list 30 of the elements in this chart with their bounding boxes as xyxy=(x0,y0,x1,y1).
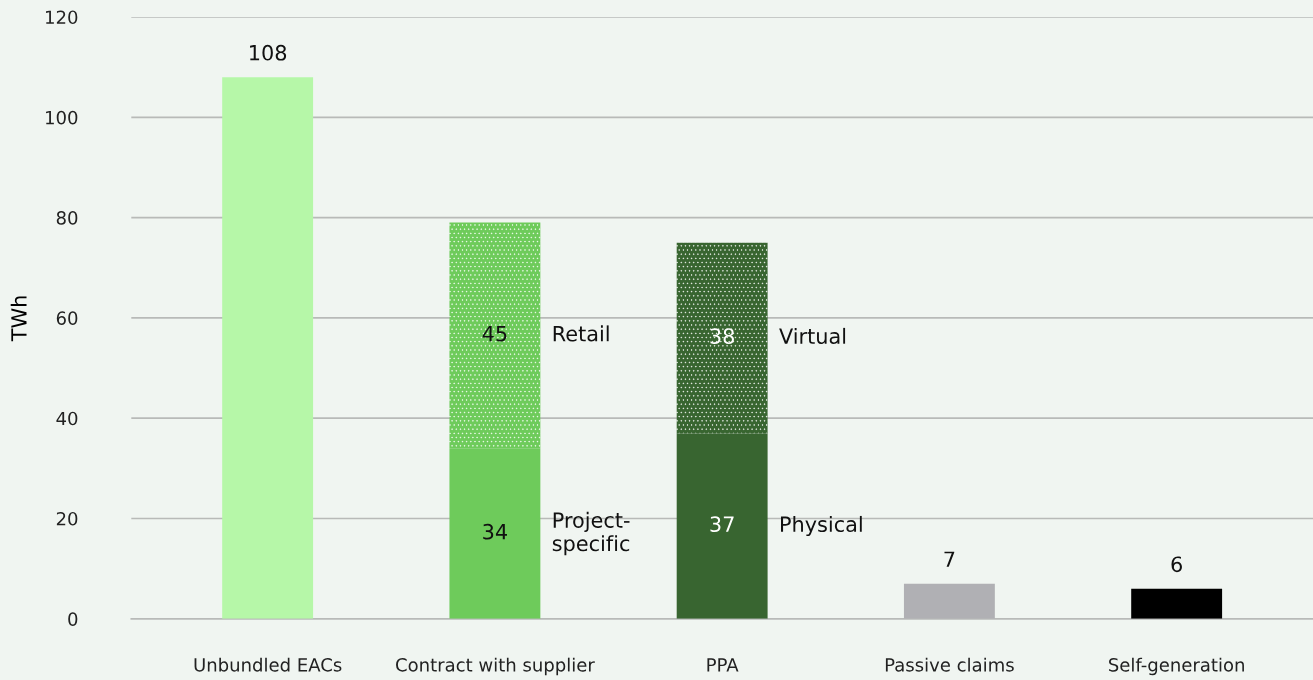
series-label: Retail xyxy=(553,325,609,342)
data-label: 34 xyxy=(483,523,507,540)
bar xyxy=(449,448,541,619)
data-label: 38 xyxy=(710,328,734,344)
bar xyxy=(676,433,768,619)
x-tick-label: Contract with supplier xyxy=(396,657,595,676)
y-tick-label: 120 xyxy=(46,10,78,25)
series-label: Physical xyxy=(781,515,862,537)
bar xyxy=(222,77,314,619)
y-axis-title: TWh xyxy=(10,296,27,342)
data-label: 37 xyxy=(710,516,734,533)
bar xyxy=(676,242,768,434)
data-label: 108 xyxy=(250,44,287,61)
y-tick-label: 40 xyxy=(56,411,78,426)
data-label: 7 xyxy=(944,551,955,567)
data-label: 6 xyxy=(1171,556,1182,573)
bar xyxy=(449,222,541,449)
x-tick-label: Passive claims xyxy=(885,657,1014,672)
series-label: Virtual xyxy=(779,327,846,344)
x-tick-label: Self-generation xyxy=(1109,657,1244,676)
y-tick-label: 100 xyxy=(46,110,78,125)
x-tick-label: PPA xyxy=(707,658,739,672)
x-tick-label: Unbundled EACs xyxy=(194,657,342,672)
bar xyxy=(1131,588,1223,619)
y-tick-label: 0 xyxy=(68,612,78,626)
y-tick-label: 60 xyxy=(56,311,78,326)
data-label: 45 xyxy=(482,326,507,342)
series-label: Project- specific xyxy=(552,511,630,556)
y-tick-label: 20 xyxy=(56,511,78,526)
y-tick-label: 80 xyxy=(56,211,78,225)
